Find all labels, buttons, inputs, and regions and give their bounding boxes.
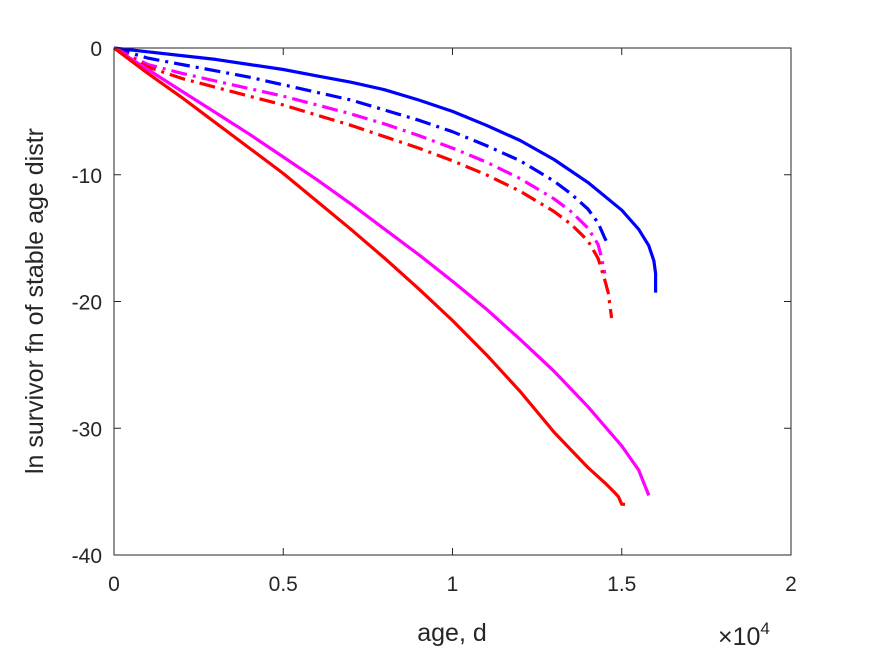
x-axis-exponent-base: ×10 [718,623,760,651]
x-axis-exponent: ×104 [718,619,770,651]
y-tick-label: -10 [72,165,102,188]
x-tick-label: 0 [108,573,120,596]
series-layer [113,46,658,506]
x-tick-label: 0.5 [269,573,298,596]
x-axis-label: age, d [417,619,487,647]
x-tick-label: 1 [447,573,459,596]
series-line-4 [113,46,614,319]
y-tick-label: -40 [72,545,102,568]
x-tick-label: 1.5 [607,573,636,596]
tick-layer: 0 0.5 1 1.5 2 0 -10 -20 -30 -40 [72,38,797,596]
y-tick-label: -30 [72,418,102,441]
x-tick-label: 2 [785,573,797,596]
y-axis-label: ln survivor fn of stable age distr [21,128,49,474]
series-line-5 [113,46,651,496]
x-axis-exponent-power: 4 [760,619,769,638]
series-line-2 [113,46,610,246]
y-tick-label: 0 [90,38,102,61]
y-tick-label: -20 [72,292,102,315]
series-line-1 [113,46,658,293]
series-line-3 [113,46,607,274]
series-line-6 [113,46,626,506]
